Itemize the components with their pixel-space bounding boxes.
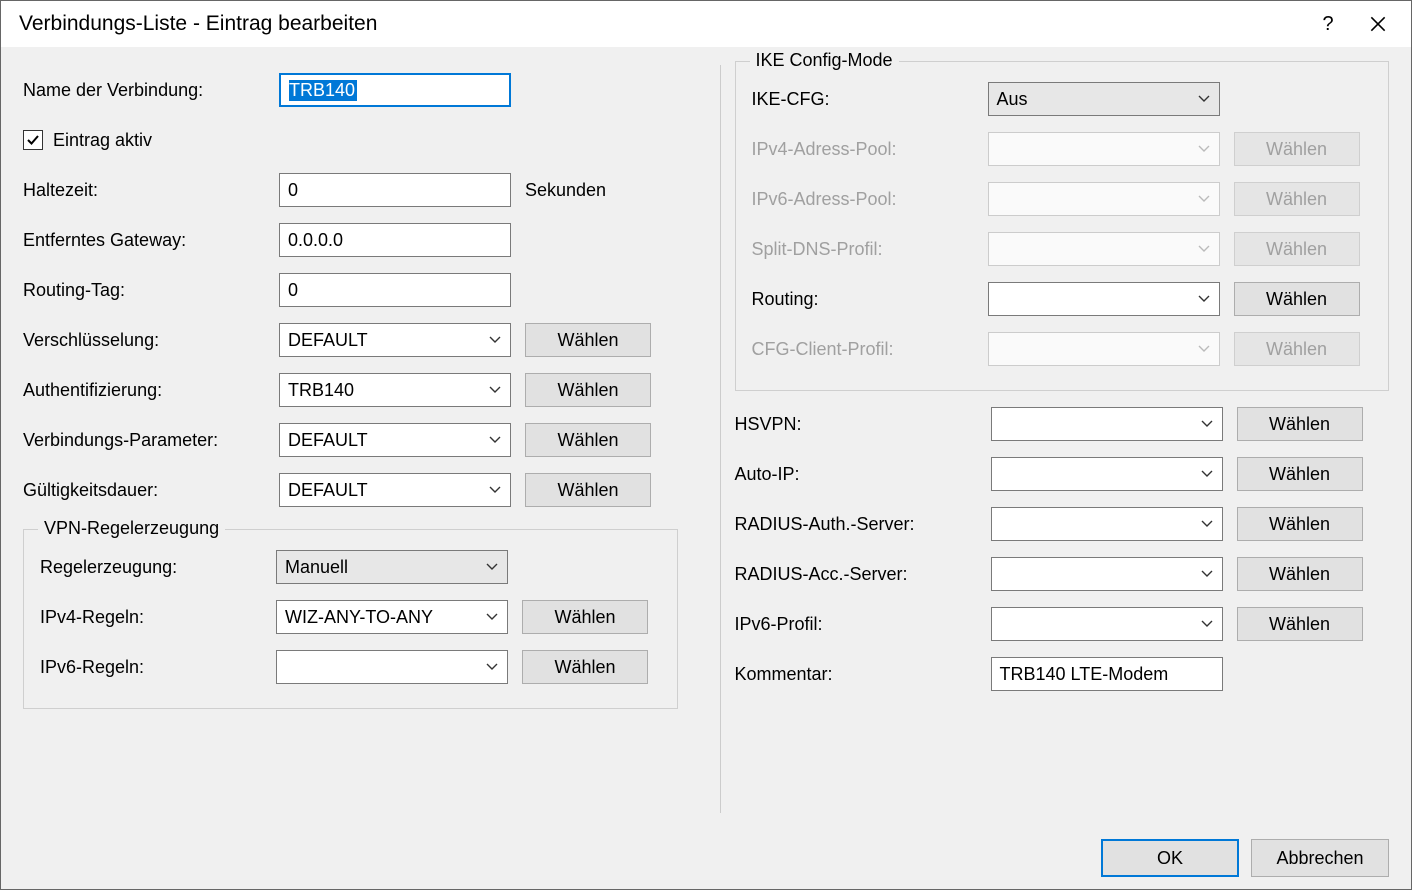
holdtime-input[interactable]: 0 bbox=[279, 173, 511, 207]
ipv4rules-label: IPv4-Regeln: bbox=[40, 607, 276, 628]
auth-label: Authentifizierung: bbox=[23, 380, 279, 401]
chevron-down-icon bbox=[1193, 238, 1215, 260]
vpn-rulegen-group: VPN-Regelerzeugung Regelerzeugung: Manue… bbox=[23, 529, 678, 709]
connparams-label: Verbindungs-Parameter: bbox=[23, 430, 279, 451]
chevron-down-icon bbox=[484, 479, 506, 501]
chevron-down-icon bbox=[484, 429, 506, 451]
hsvpn-select-button[interactable]: Wählen bbox=[1237, 407, 1363, 441]
ipv4pool-combo bbox=[988, 132, 1220, 166]
ipv6pool-label: IPv6-Adress-Pool: bbox=[752, 189, 988, 210]
entry-active-checkbox[interactable] bbox=[23, 130, 43, 150]
chevron-down-icon bbox=[481, 556, 503, 578]
ipv6profile-label: IPv6-Profil: bbox=[735, 614, 991, 635]
connparams-select-button[interactable]: Wählen bbox=[525, 423, 651, 457]
hsvpn-label: HSVPN: bbox=[735, 414, 991, 435]
radiusacc-combo[interactable] bbox=[991, 557, 1223, 591]
ipv6profile-select-button[interactable]: Wählen bbox=[1237, 607, 1363, 641]
radiusauth-combo[interactable] bbox=[991, 507, 1223, 541]
gateway-label: Entferntes Gateway: bbox=[23, 230, 279, 251]
chevron-down-icon bbox=[484, 379, 506, 401]
ike-config-legend: IKE Config-Mode bbox=[750, 50, 899, 71]
encryption-label: Verschlüsselung: bbox=[23, 330, 279, 351]
comment-label: Kommentar: bbox=[735, 664, 991, 685]
ikecfg-label: IKE-CFG: bbox=[752, 89, 988, 110]
vpn-rulegen-legend: VPN-Regelerzeugung bbox=[38, 518, 225, 539]
auth-select-button[interactable]: Wählen bbox=[525, 373, 651, 407]
chevron-down-icon bbox=[481, 656, 503, 678]
client-area: Name der Verbindung: TRB140 Eintrag akti… bbox=[1, 47, 1411, 889]
right-column: IKE Config-Mode IKE-CFG: Aus IPv4-Adress… bbox=[720, 65, 1390, 813]
chevron-down-icon bbox=[1196, 413, 1218, 435]
cfgclient-label: CFG-Client-Profil: bbox=[752, 339, 988, 360]
chevron-down-icon bbox=[1193, 338, 1215, 360]
dialog-buttons: OK Abbrechen bbox=[23, 813, 1389, 877]
routing-combo[interactable] bbox=[988, 282, 1220, 316]
dialog-window: Verbindungs-Liste - Eintrag bearbeiten ?… bbox=[0, 0, 1412, 890]
connparams-combo[interactable]: DEFAULT bbox=[279, 423, 511, 457]
radiusauth-select-button[interactable]: Wählen bbox=[1237, 507, 1363, 541]
cfgclient-select-button: Wählen bbox=[1234, 332, 1360, 366]
ike-config-group: IKE Config-Mode IKE-CFG: Aus IPv4-Adress… bbox=[735, 61, 1390, 391]
chevron-down-icon bbox=[1193, 138, 1215, 160]
splitdns-select-button: Wählen bbox=[1234, 232, 1360, 266]
holdtime-label: Haltezeit: bbox=[23, 180, 279, 201]
splitdns-combo bbox=[988, 232, 1220, 266]
name-input[interactable]: TRB140 bbox=[279, 73, 511, 107]
auth-combo[interactable]: TRB140 bbox=[279, 373, 511, 407]
ipv6rules-combo[interactable] bbox=[276, 650, 508, 684]
autoip-label: Auto-IP: bbox=[735, 464, 991, 485]
chevron-down-icon bbox=[1196, 513, 1218, 535]
chevron-down-icon bbox=[1196, 563, 1218, 585]
routing-label: Routing: bbox=[752, 289, 988, 310]
routingtag-input[interactable]: 0 bbox=[279, 273, 511, 307]
ikecfg-combo[interactable]: Aus bbox=[988, 82, 1220, 116]
chevron-down-icon bbox=[1196, 463, 1218, 485]
ipv4pool-label: IPv4-Adress-Pool: bbox=[752, 139, 988, 160]
chevron-down-icon bbox=[484, 329, 506, 351]
splitdns-label: Split-DNS-Profil: bbox=[752, 239, 988, 260]
ipv6pool-select-button: Wählen bbox=[1234, 182, 1360, 216]
help-button[interactable]: ? bbox=[1303, 1, 1353, 47]
hsvpn-combo[interactable] bbox=[991, 407, 1223, 441]
rulegen-combo[interactable]: Manuell bbox=[276, 550, 508, 584]
radiusacc-label: RADIUS-Acc.-Server: bbox=[735, 564, 991, 585]
ipv6pool-combo bbox=[988, 182, 1220, 216]
cfgclient-combo bbox=[988, 332, 1220, 366]
ipv4rules-combo[interactable]: WIZ-ANY-TO-ANY bbox=[276, 600, 508, 634]
gateway-input[interactable]: 0.0.0.0 bbox=[279, 223, 511, 257]
chevron-down-icon bbox=[481, 606, 503, 628]
comment-input[interactable]: TRB140 LTE-Modem bbox=[991, 657, 1223, 691]
encryption-combo[interactable]: DEFAULT bbox=[279, 323, 511, 357]
close-button[interactable] bbox=[1353, 1, 1403, 47]
encryption-select-button[interactable]: Wählen bbox=[525, 323, 651, 357]
chevron-down-icon bbox=[1196, 613, 1218, 635]
ipv6rules-label: IPv6-Regeln: bbox=[40, 657, 276, 678]
holdtime-unit: Sekunden bbox=[525, 180, 606, 201]
chevron-down-icon bbox=[1193, 188, 1215, 210]
ok-button[interactable]: OK bbox=[1101, 839, 1239, 877]
autoip-combo[interactable] bbox=[991, 457, 1223, 491]
window-title: Verbindungs-Liste - Eintrag bearbeiten bbox=[19, 12, 1303, 36]
left-column: Name der Verbindung: TRB140 Eintrag akti… bbox=[23, 65, 696, 813]
entry-active-label: Eintrag aktiv bbox=[53, 130, 152, 151]
radiusauth-label: RADIUS-Auth.-Server: bbox=[735, 514, 991, 535]
ipv6profile-combo[interactable] bbox=[991, 607, 1223, 641]
validity-combo[interactable]: DEFAULT bbox=[279, 473, 511, 507]
name-label: Name der Verbindung: bbox=[23, 80, 279, 101]
ipv4pool-select-button: Wählen bbox=[1234, 132, 1360, 166]
rulegen-label: Regelerzeugung: bbox=[40, 557, 276, 578]
routing-select-button[interactable]: Wählen bbox=[1234, 282, 1360, 316]
chevron-down-icon bbox=[1193, 288, 1215, 310]
ipv6rules-select-button[interactable]: Wählen bbox=[522, 650, 648, 684]
routingtag-label: Routing-Tag: bbox=[23, 280, 279, 301]
radiusacc-select-button[interactable]: Wählen bbox=[1237, 557, 1363, 591]
titlebar: Verbindungs-Liste - Eintrag bearbeiten ? bbox=[1, 1, 1411, 47]
validity-label: Gültigkeitsdauer: bbox=[23, 480, 279, 501]
cancel-button[interactable]: Abbrechen bbox=[1251, 839, 1389, 877]
ipv4rules-select-button[interactable]: Wählen bbox=[522, 600, 648, 634]
autoip-select-button[interactable]: Wählen bbox=[1237, 457, 1363, 491]
validity-select-button[interactable]: Wählen bbox=[525, 473, 651, 507]
chevron-down-icon bbox=[1193, 88, 1215, 110]
